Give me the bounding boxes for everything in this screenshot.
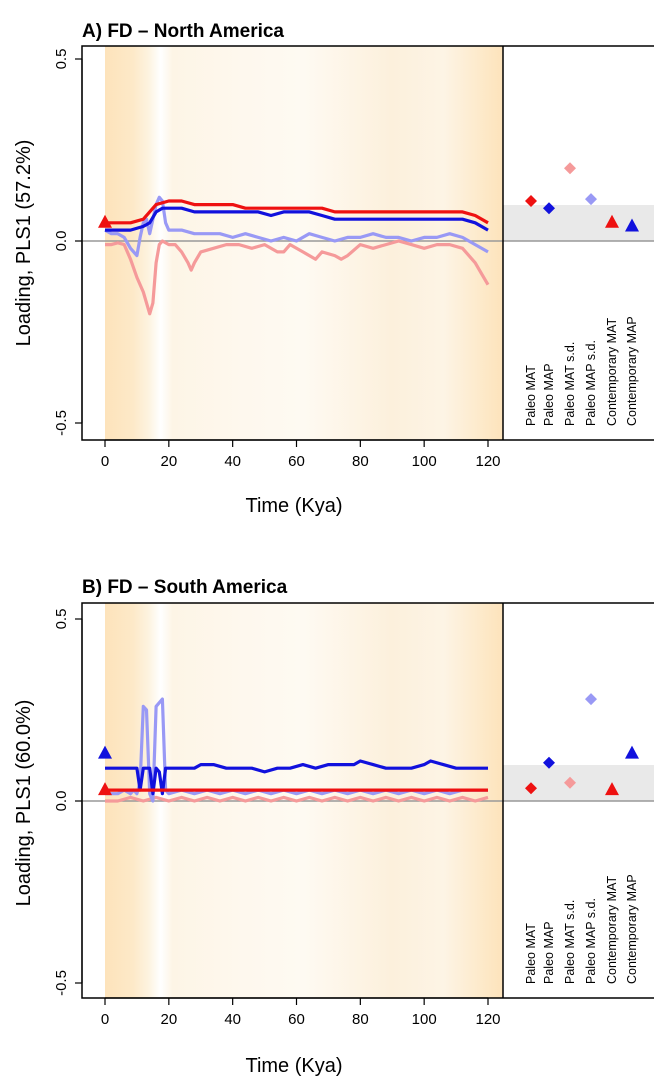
legend-marker-5 xyxy=(625,218,639,232)
panel-a-legend: Paleo MAT Paleo MAP Paleo MAT s.d. Paleo MA… xyxy=(524,162,639,426)
series-line-0 xyxy=(105,795,489,803)
legend-marker-1 xyxy=(543,756,555,769)
x-tick-label: 100 xyxy=(412,1011,437,1028)
y-tick-label: 0.0 xyxy=(53,231,70,252)
x-tick-label: 0 xyxy=(101,1011,109,1028)
legend-label-3: Paleo MAP s.d. xyxy=(584,340,598,426)
panel-a-series xyxy=(104,195,490,316)
start-marker-0 xyxy=(98,214,112,228)
x-tick-label: 20 xyxy=(160,453,177,470)
x-tick-label: 20 xyxy=(160,1011,177,1028)
y-tick-label: -0.5 xyxy=(53,970,70,996)
legend-marker-1 xyxy=(543,202,555,215)
legend-marker-3 xyxy=(585,693,597,706)
legend-label-2: Paleo MAT s.d. xyxy=(563,900,577,984)
panel-b: B) FD – South America 0 20 40 60 80 100 120 -0… xyxy=(13,577,654,1077)
x-tick-label: 0 xyxy=(101,453,109,470)
legend-marker-2 xyxy=(564,162,576,175)
y-tick-label: 0.0 xyxy=(53,791,70,812)
x-tick-label: 80 xyxy=(352,453,369,470)
legend-label-1: Paleo MAP xyxy=(542,363,556,426)
series-line-3 xyxy=(105,206,489,232)
start-marker-1 xyxy=(98,782,112,796)
legend-marker-0 xyxy=(525,194,537,207)
legend-label-0: Paleo MAT xyxy=(524,923,538,984)
x-tick-label: 120 xyxy=(475,453,500,470)
panel-a-y-axis: -0.5 0.0 0.5 xyxy=(53,49,83,436)
panel-a-markers xyxy=(98,214,112,228)
legend-marker-2 xyxy=(564,776,576,789)
legend-marker-5 xyxy=(625,745,639,759)
x-tick-label: 40 xyxy=(224,1011,241,1028)
panel-a: A) FD – North America 0 20 40 60 80 100 120 -0… xyxy=(13,21,654,517)
legend-label-1: Paleo MAP xyxy=(542,921,556,984)
panel-b-legend: Paleo MAT Paleo MAP Paleo MAT s.d. Paleo MA… xyxy=(524,693,639,984)
panel-b-y-axis: -0.5 0.0 0.5 xyxy=(53,609,83,996)
series-line-0 xyxy=(105,239,490,316)
x-tick-label: 80 xyxy=(352,1011,369,1028)
series-line-2 xyxy=(105,759,488,796)
panel-b-reference-band xyxy=(503,765,654,801)
panel-a-xlabel: Time (Kya) xyxy=(245,495,342,517)
panel-b-x-axis: 0 20 40 60 80 100 120 xyxy=(101,997,501,1028)
legend-label-5: Contemporary MAP xyxy=(625,874,639,984)
x-tick-label: 60 xyxy=(288,1011,305,1028)
legend-label-5: Contemporary MAP xyxy=(625,316,639,426)
x-tick-label: 60 xyxy=(288,453,305,470)
panel-b-title: B) FD – South America xyxy=(82,577,288,598)
legend-marker-3 xyxy=(585,193,597,206)
legend-label-2: Paleo MAT s.d. xyxy=(563,342,577,426)
legend-marker-4 xyxy=(605,782,619,796)
x-tick-label: 120 xyxy=(475,1011,500,1028)
legend-label-4: Contemporary MAT xyxy=(605,318,619,426)
legend-label-4: Contemporary MAT xyxy=(605,876,619,984)
panel-b-markers xyxy=(98,745,112,796)
legend-marker-4 xyxy=(605,214,619,228)
panel-b-xlabel: Time (Kya) xyxy=(245,1055,342,1077)
y-tick-label: -0.5 xyxy=(53,410,70,436)
legend-label-3: Paleo MAP s.d. xyxy=(584,898,598,984)
legend-marker-0 xyxy=(525,782,537,795)
legend-label-0: Paleo MAT xyxy=(524,365,538,426)
x-tick-label: 40 xyxy=(224,453,241,470)
panel-a-ylabel: Loading, PLS1 (57.2%) xyxy=(13,140,35,347)
panel-a-title: A) FD – North America xyxy=(82,21,284,42)
x-tick-label: 100 xyxy=(412,453,437,470)
panel-a-x-axis: 0 20 40 60 80 100 120 xyxy=(101,439,501,470)
series-line-2 xyxy=(105,199,489,225)
y-tick-label: 0.5 xyxy=(53,609,70,630)
panel-b-ylabel: Loading, PLS1 (60.0%) xyxy=(13,700,35,907)
panel-b-series xyxy=(105,697,489,803)
panel-a-reference-band xyxy=(503,205,654,241)
y-tick-label: 0.5 xyxy=(53,49,70,70)
start-marker-0 xyxy=(98,745,112,759)
